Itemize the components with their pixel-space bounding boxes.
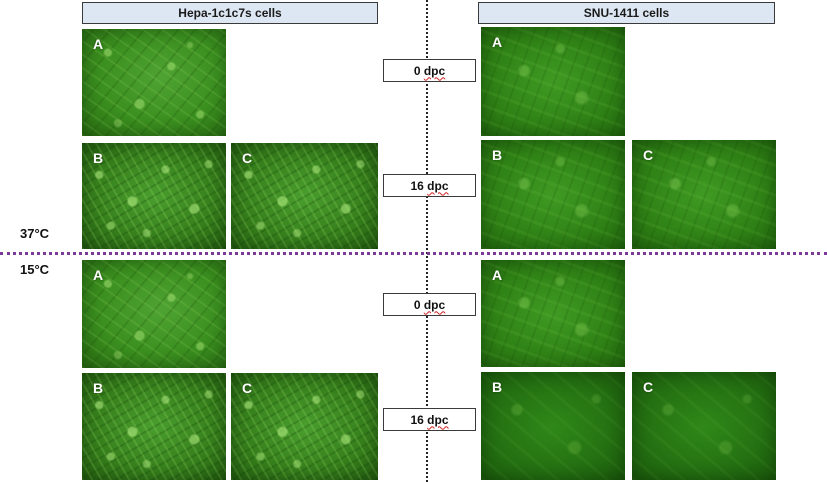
panel-letter: A [492, 34, 503, 50]
panel-letter: C [242, 150, 253, 166]
snu-37c-16dpc-panel-b: B [481, 140, 625, 249]
snu-15c-16dpc-panel-b: B [481, 372, 625, 480]
temp-label-15: 15°C [20, 262, 50, 277]
snu-37c-16dpc-panel-c: C [632, 140, 776, 249]
dpc-label-row4: 16 dpc [383, 408, 476, 431]
dpc-unit: dpc [427, 178, 449, 193]
panel-letter: C [242, 380, 253, 396]
dpc-label-row2: 16 dpc [383, 174, 476, 197]
panel-letter: B [492, 379, 503, 395]
dpc-unit: dpc [427, 412, 449, 427]
dpc-label-row1: 0 dpc [383, 59, 476, 82]
panel-letter: A [492, 267, 503, 283]
snu-37c-0dpc-panel-a: A [481, 27, 625, 136]
panel-letter: A [93, 267, 104, 283]
header-hepa: Hepa-1c1c7s cells [82, 2, 378, 24]
panel-letter: B [93, 150, 104, 166]
panel-letter: C [643, 379, 654, 395]
dpc-unit: dpc [423, 63, 446, 78]
dpc-label-row3: 0 dpc [383, 293, 476, 316]
dpc-num: 0 [413, 297, 421, 312]
hepa-15c-0dpc-panel-a: A [82, 260, 226, 368]
hepa-37c-0dpc-panel-a: A [82, 29, 226, 136]
snu-15c-0dpc-panel-a: A [481, 260, 625, 367]
hepa-37c-16dpc-panel-c: C [231, 143, 378, 249]
panel-letter: B [93, 380, 104, 396]
panel-letter: A [93, 36, 104, 52]
hepa-15c-16dpc-panel-b: B [82, 373, 226, 480]
hepa-37c-16dpc-panel-b: B [82, 143, 226, 249]
hepa-15c-16dpc-panel-c: C [231, 373, 378, 480]
temp-label-37: 37°C [20, 226, 50, 241]
horizontal-divider [0, 252, 827, 255]
vertical-divider [426, 0, 428, 482]
panel-letter: B [492, 147, 503, 163]
dpc-num: 16 [410, 412, 424, 427]
panel-letter: C [643, 147, 654, 163]
dpc-unit: dpc [423, 297, 446, 312]
header-snu: SNU-1411 cells [478, 2, 775, 24]
snu-15c-16dpc-panel-c: C [632, 372, 776, 480]
dpc-num: 0 [413, 63, 421, 78]
dpc-num: 16 [410, 178, 424, 193]
